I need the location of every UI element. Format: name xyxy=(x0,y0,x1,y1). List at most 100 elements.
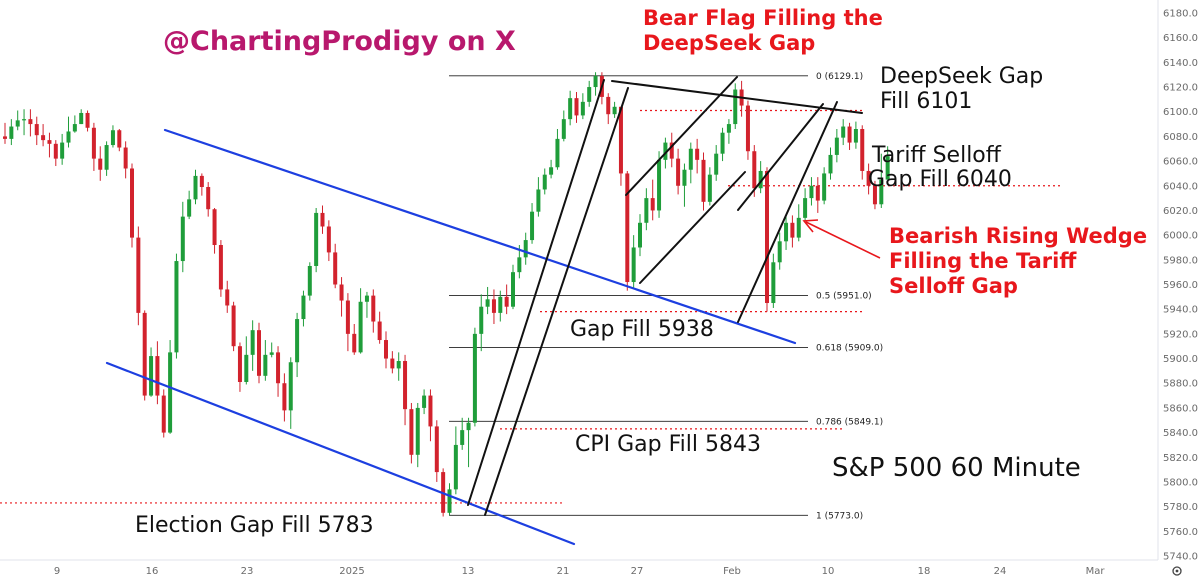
candle-body xyxy=(187,199,192,217)
candle-body xyxy=(206,187,211,210)
candle-body xyxy=(815,185,820,201)
candle-body xyxy=(60,142,65,159)
candle-body xyxy=(612,106,617,115)
x-tick-label: 21 xyxy=(557,566,570,577)
candle-body xyxy=(885,156,890,180)
y-tick-label: 6100.0 xyxy=(1163,107,1198,118)
candle-body xyxy=(695,148,700,160)
y-tick-label: 5920.0 xyxy=(1163,329,1198,340)
candle-body xyxy=(841,126,846,138)
y-tick-label: 6040.0 xyxy=(1163,181,1198,192)
x-tick-label: Mar xyxy=(1086,566,1106,577)
candle-body xyxy=(530,211,535,241)
gap-5938-label: Gap Fill 5938 xyxy=(570,317,714,342)
wedge-label-line3: Selloff Gap xyxy=(889,274,1018,298)
y-tick-label: 5880.0 xyxy=(1163,379,1198,390)
candle-body xyxy=(657,159,662,211)
candle-body xyxy=(237,346,242,382)
y-tick-label: 5840.0 xyxy=(1163,428,1198,439)
candle-body xyxy=(403,361,408,410)
candle-body xyxy=(752,151,757,189)
candle-body xyxy=(326,226,331,253)
candle-body xyxy=(606,96,611,115)
candle-body xyxy=(85,112,90,128)
y-tick-label: 5860.0 xyxy=(1163,403,1198,414)
candle-body xyxy=(745,105,750,152)
wedge-label-line1: Bearish Rising Wedge xyxy=(889,224,1147,248)
x-tick-label: 23 xyxy=(241,566,254,577)
candle-body xyxy=(136,237,141,313)
candle-body xyxy=(790,222,795,238)
candle-body xyxy=(618,106,623,174)
candle-body xyxy=(549,167,554,175)
candle-body xyxy=(688,148,693,170)
candle-body xyxy=(149,356,154,396)
candle-body xyxy=(555,138,560,168)
y-tick-label: 6080.0 xyxy=(1163,132,1198,143)
fib-label: 0.618 (5909.0) xyxy=(816,343,883,353)
deepseek-gap-label-line2: Fill 6101 xyxy=(880,89,972,114)
candle-body xyxy=(193,175,198,200)
candle-body xyxy=(872,185,877,205)
candle-body xyxy=(625,173,630,283)
tariff-gap-label-line1: Tariff Selloff xyxy=(871,143,1002,168)
bear-flag-label-line2: DeepSeek Gap xyxy=(643,31,815,55)
candle-body xyxy=(180,216,185,262)
candle-body xyxy=(123,147,128,169)
candle-body xyxy=(155,356,160,396)
candle-body xyxy=(244,354,249,382)
y-tick-label: 5740.0 xyxy=(1163,552,1198,563)
candle-body xyxy=(352,333,357,353)
candle-body xyxy=(66,131,71,143)
candle-body xyxy=(650,198,655,211)
candle-body xyxy=(485,299,490,307)
rising-channel-inner-line xyxy=(484,87,629,516)
wedge-upper-line xyxy=(737,103,824,211)
candle-body xyxy=(517,257,522,273)
y-tick-label: 5800.0 xyxy=(1163,477,1198,488)
candle-body xyxy=(295,319,300,363)
candle-body xyxy=(34,124,39,136)
candle-body xyxy=(523,240,528,258)
candle-body xyxy=(98,158,103,170)
candle-body xyxy=(345,300,350,334)
candle-body xyxy=(22,119,27,121)
candle-body xyxy=(631,247,636,283)
upper-channel-line xyxy=(163,128,797,345)
candle-body xyxy=(3,136,7,139)
candle-body xyxy=(866,170,871,186)
candle-body xyxy=(771,262,776,304)
candle-body xyxy=(460,430,465,445)
candle-body xyxy=(669,142,674,159)
trendlines xyxy=(105,76,863,546)
y-tick-label: 6180.0 xyxy=(1163,9,1198,20)
candle-body xyxy=(638,222,642,248)
candle-body xyxy=(758,170,763,189)
candle-body xyxy=(498,296,503,313)
candle-body xyxy=(676,158,681,186)
candle-body xyxy=(320,212,325,227)
candle-body xyxy=(250,330,255,355)
candle-body xyxy=(472,333,477,423)
candle-body xyxy=(9,126,14,139)
candle-body xyxy=(809,185,814,199)
candle-body xyxy=(536,189,541,212)
candle-body xyxy=(726,124,731,133)
x-tick-label: 18 xyxy=(918,566,931,577)
wedge-label-line2: Filling the Tariff xyxy=(889,249,1077,273)
candle-body xyxy=(511,272,515,307)
chart-title: S&P 500 60 Minute xyxy=(832,453,1081,483)
y-tick-label: 5980.0 xyxy=(1163,255,1198,266)
x-tick-label: 13 xyxy=(462,566,475,577)
candle-body xyxy=(574,98,579,116)
candle-body xyxy=(53,143,58,159)
candle-body xyxy=(479,306,484,334)
candle-body xyxy=(396,361,401,369)
candle-body xyxy=(580,101,585,116)
fib-label: 1 (5773.0) xyxy=(816,511,863,521)
candle-body xyxy=(117,130,122,148)
settings-gear-icon[interactable] xyxy=(1172,566,1182,576)
candle-body xyxy=(314,212,319,266)
wedge-arrow xyxy=(802,219,881,259)
y-tick-label: 5900.0 xyxy=(1163,354,1198,365)
